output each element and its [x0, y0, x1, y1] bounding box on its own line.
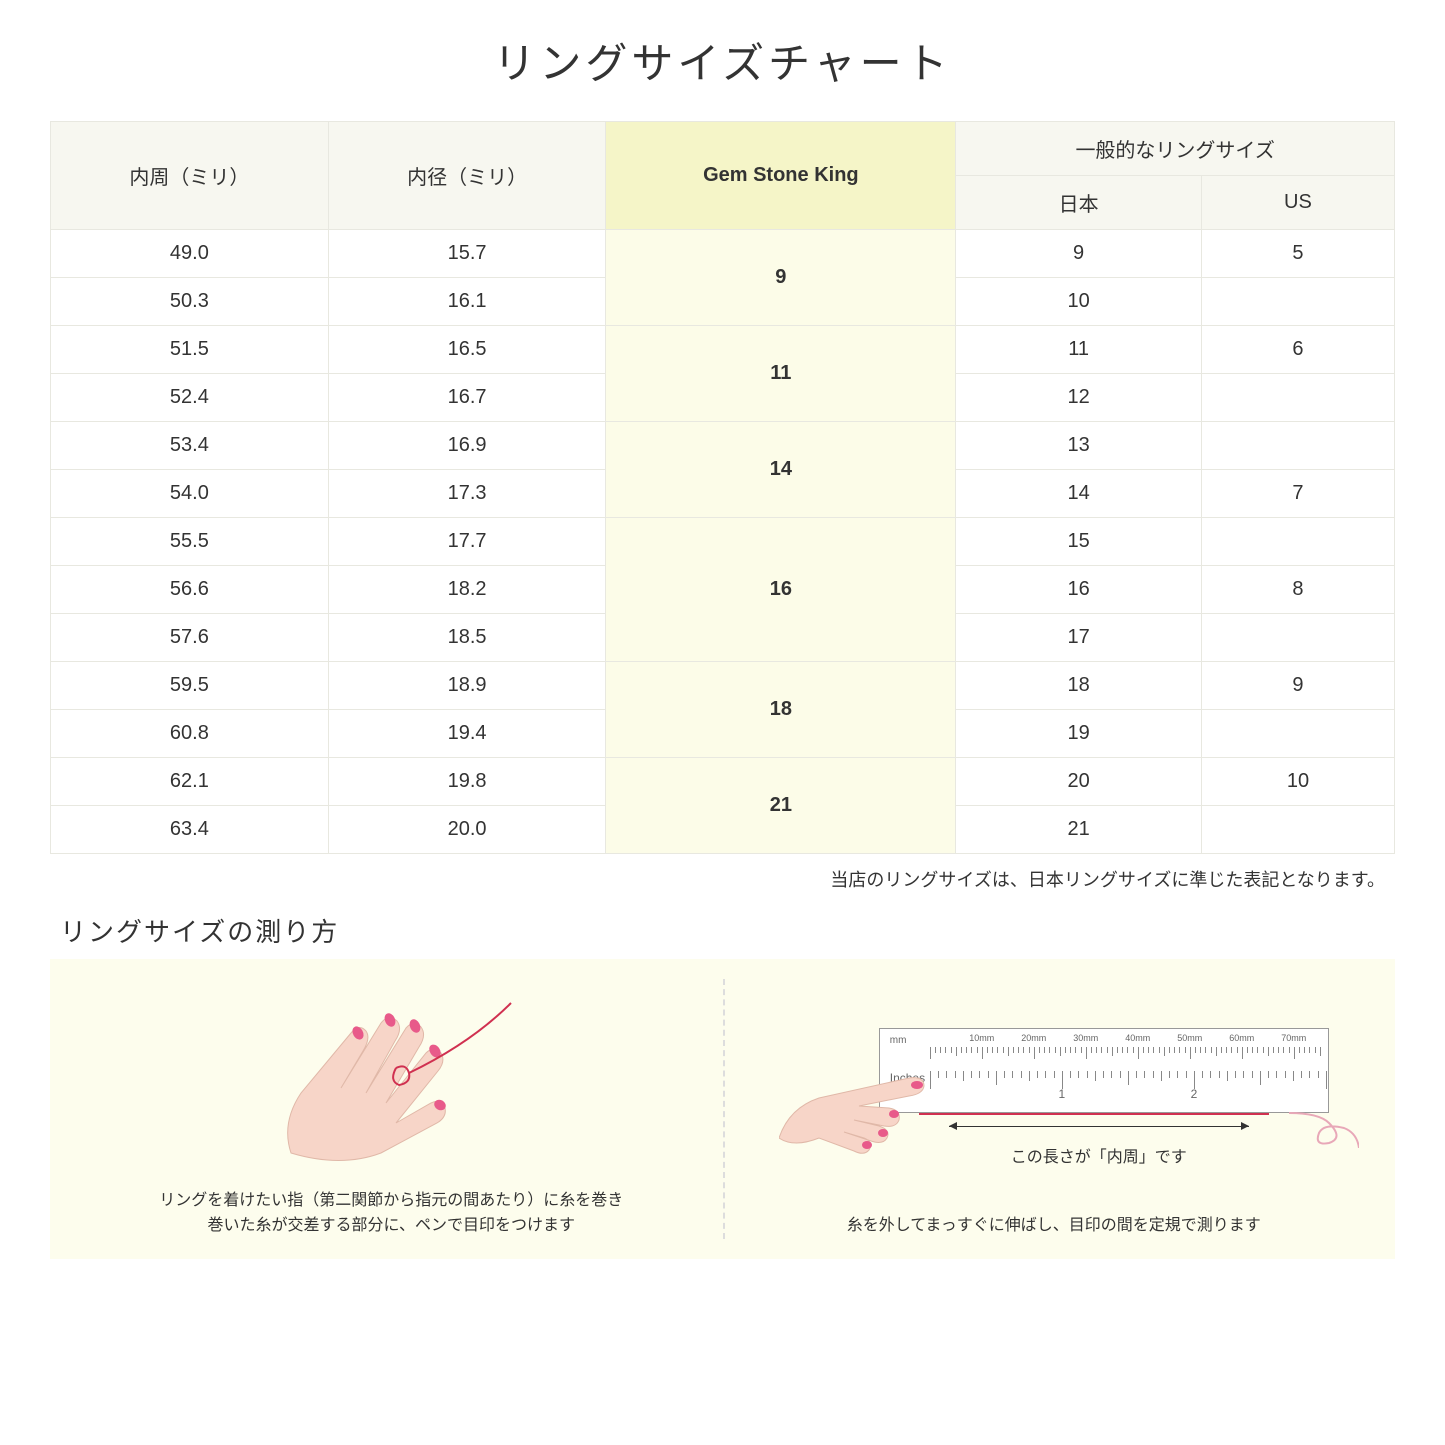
cell-gsk: 11: [606, 326, 956, 422]
cell-us: 5: [1201, 230, 1394, 278]
cell-japan: 13: [956, 422, 1202, 470]
table-note: 当店のリングサイズは、日本リングサイズに準じた表記となります。: [50, 866, 1395, 892]
cell-gsk: 9: [606, 230, 956, 326]
step-2: mm 10mm20mm30mm40mm50mm60mm70mm Inches 1…: [733, 979, 1376, 1239]
cell-japan: 12: [956, 374, 1202, 422]
cell-gsk: 14: [606, 422, 956, 518]
measurement-subtitle: リングサイズの測り方: [50, 912, 1395, 949]
cell-japan: 20: [956, 758, 1202, 806]
header-japan: 日本: [956, 176, 1202, 230]
header-gsk: Gem Stone King: [606, 122, 956, 230]
cell-diameter: 16.9: [328, 422, 606, 470]
step1-text: リングを着けたい指（第二関節から指元の間あたり）に糸を巻き 巻いた糸が交差する部…: [159, 1188, 623, 1239]
cell-diameter: 18.9: [328, 662, 606, 710]
cell-us: [1201, 710, 1394, 758]
cell-diameter: 20.0: [328, 806, 606, 854]
cell-japan: 16: [956, 566, 1202, 614]
cell-diameter: 16.7: [328, 374, 606, 422]
table-row: 53.416.91413: [51, 422, 1395, 470]
step-1: リングを着けたい指（第二関節から指元の間あたり）に糸を巻き 巻いた糸が交差する部…: [70, 979, 713, 1239]
cell-circumference: 50.3: [51, 278, 329, 326]
cell-circumference: 49.0: [51, 230, 329, 278]
cell-japan: 18: [956, 662, 1202, 710]
cell-japan: 10: [956, 278, 1202, 326]
hand-point-illustration: [779, 1038, 959, 1158]
table-row: 59.518.918189: [51, 662, 1395, 710]
cell-japan: 19: [956, 710, 1202, 758]
header-diameter: 内径（ミリ）: [328, 122, 606, 230]
page-title: リングサイズチャート: [50, 30, 1395, 91]
cell-gsk: 16: [606, 518, 956, 662]
cell-diameter: 19.8: [328, 758, 606, 806]
table-row: 62.119.8212010: [51, 758, 1395, 806]
cell-us: 9: [1201, 662, 1394, 710]
measure-label: この長さが「内周」です: [949, 1143, 1249, 1167]
hand-wrap-illustration: [231, 993, 551, 1173]
cell-us: [1201, 614, 1394, 662]
cell-us: [1201, 806, 1394, 854]
cell-diameter: 17.3: [328, 470, 606, 518]
cell-circumference: 53.4: [51, 422, 329, 470]
cell-us: 8: [1201, 566, 1394, 614]
cell-us: [1201, 278, 1394, 326]
cell-us: 7: [1201, 470, 1394, 518]
measure-arrow: [949, 1126, 1249, 1127]
cell-diameter: 18.2: [328, 566, 606, 614]
cell-us: [1201, 374, 1394, 422]
cell-circumference: 54.0: [51, 470, 329, 518]
cell-gsk: 18: [606, 662, 956, 758]
cell-diameter: 15.7: [328, 230, 606, 278]
cell-japan: 11: [956, 326, 1202, 374]
cell-circumference: 62.1: [51, 758, 329, 806]
instructions-panel: リングを着けたい指（第二関節から指元の間あたり）に糸を巻き 巻いた糸が交差する部…: [50, 959, 1395, 1259]
cell-us: 10: [1201, 758, 1394, 806]
cell-diameter: 17.7: [328, 518, 606, 566]
ring-size-table: 内周（ミリ） 内径（ミリ） Gem Stone King 一般的なリングサイズ …: [50, 121, 1395, 854]
thread-line: [919, 1113, 1269, 1115]
table-row: 49.015.7995: [51, 230, 1395, 278]
cell-japan: 9: [956, 230, 1202, 278]
header-circumference: 内周（ミリ）: [51, 122, 329, 230]
cell-diameter: 16.1: [328, 278, 606, 326]
header-general: 一般的なリングサイズ: [956, 122, 1395, 176]
cell-japan: 14: [956, 470, 1202, 518]
cell-us: [1201, 518, 1394, 566]
cell-gsk: 21: [606, 758, 956, 854]
header-us: US: [1201, 176, 1394, 230]
table-row: 51.516.511116: [51, 326, 1395, 374]
cell-circumference: 52.4: [51, 374, 329, 422]
thread-curl: [1289, 1098, 1359, 1148]
step2-text: 糸を外してまっすぐに伸ばし、目印の間を定規で測ります: [847, 1213, 1261, 1239]
cell-us: [1201, 422, 1394, 470]
cell-diameter: 19.4: [328, 710, 606, 758]
cell-japan: 17: [956, 614, 1202, 662]
cell-circumference: 57.6: [51, 614, 329, 662]
cell-diameter: 18.5: [328, 614, 606, 662]
table-row: 55.517.71615: [51, 518, 1395, 566]
cell-circumference: 51.5: [51, 326, 329, 374]
ruler-illustration: mm 10mm20mm30mm40mm50mm60mm70mm Inches 1…: [779, 1018, 1329, 1198]
cell-japan: 21: [956, 806, 1202, 854]
cell-japan: 15: [956, 518, 1202, 566]
cell-circumference: 60.8: [51, 710, 329, 758]
cell-circumference: 56.6: [51, 566, 329, 614]
cell-circumference: 63.4: [51, 806, 329, 854]
cell-us: 6: [1201, 326, 1394, 374]
cell-circumference: 59.5: [51, 662, 329, 710]
cell-circumference: 55.5: [51, 518, 329, 566]
cell-diameter: 16.5: [328, 326, 606, 374]
